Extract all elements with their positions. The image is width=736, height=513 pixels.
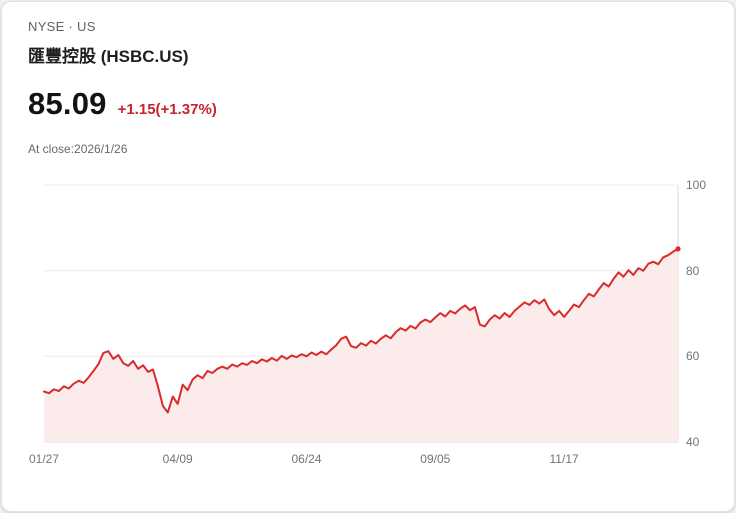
stock-change: +1.15(+1.37%) xyxy=(117,101,217,118)
y-axis-tick-label: 80 xyxy=(686,263,700,278)
y-axis-tick-label: 100 xyxy=(686,178,707,192)
chart-canvas[interactable] xyxy=(43,184,681,443)
last-price-dot xyxy=(675,246,681,252)
stock-title: 匯豐控股 (HSBC.US) xyxy=(28,47,189,66)
x-axis-tick-label: 11/17 xyxy=(549,452,579,466)
price-chart[interactable] xyxy=(43,184,681,443)
stock-price: 85.09 xyxy=(28,86,107,121)
price-line xyxy=(43,247,679,414)
x-axis-tick-label: 04/09 xyxy=(162,452,193,466)
price-area-fill xyxy=(44,248,678,442)
y-axis-tick-label: 60 xyxy=(686,349,700,364)
x-axis-tick-label: 06/24 xyxy=(291,452,322,466)
y-axis-tick-label: 40 xyxy=(686,435,700,449)
x-axis-tick-label: 01/27 xyxy=(28,452,60,466)
as-of-label: At close:2026/1/26 xyxy=(28,142,128,156)
exchange-label: NYSE · US xyxy=(28,19,96,34)
price-row: 85.09 +1.15(+1.37%) xyxy=(28,86,217,122)
x-axis-tick-label: 09/05 xyxy=(420,452,451,466)
